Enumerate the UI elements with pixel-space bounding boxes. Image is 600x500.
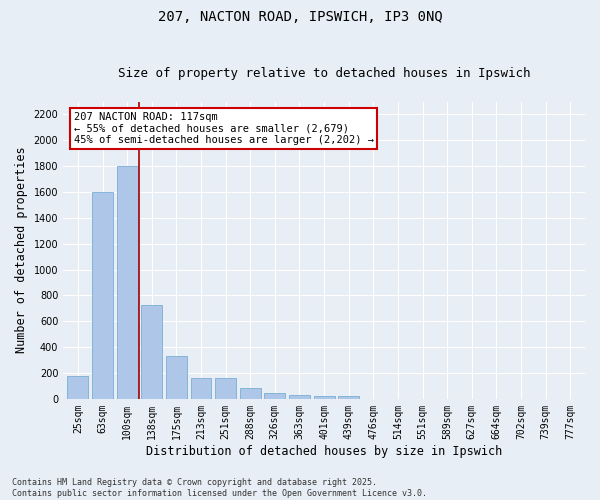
Text: Contains HM Land Registry data © Crown copyright and database right 2025.
Contai: Contains HM Land Registry data © Crown c… bbox=[12, 478, 427, 498]
Bar bbox=[191, 378, 211, 399]
Bar bbox=[67, 376, 88, 399]
Bar bbox=[314, 396, 335, 399]
Title: Size of property relative to detached houses in Ipswich: Size of property relative to detached ho… bbox=[118, 66, 530, 80]
Text: 207, NACTON ROAD, IPSWICH, IP3 0NQ: 207, NACTON ROAD, IPSWICH, IP3 0NQ bbox=[158, 10, 442, 24]
Bar bbox=[142, 305, 162, 399]
Bar bbox=[240, 388, 261, 399]
Bar bbox=[289, 395, 310, 399]
Bar bbox=[92, 192, 113, 399]
Bar bbox=[117, 166, 137, 399]
Bar bbox=[265, 393, 286, 399]
X-axis label: Distribution of detached houses by size in Ipswich: Distribution of detached houses by size … bbox=[146, 444, 502, 458]
Y-axis label: Number of detached properties: Number of detached properties bbox=[15, 147, 28, 354]
Text: 207 NACTON ROAD: 117sqm
← 55% of detached houses are smaller (2,679)
45% of semi: 207 NACTON ROAD: 117sqm ← 55% of detache… bbox=[74, 112, 374, 145]
Bar bbox=[215, 378, 236, 399]
Bar bbox=[166, 356, 187, 399]
Bar bbox=[338, 396, 359, 399]
